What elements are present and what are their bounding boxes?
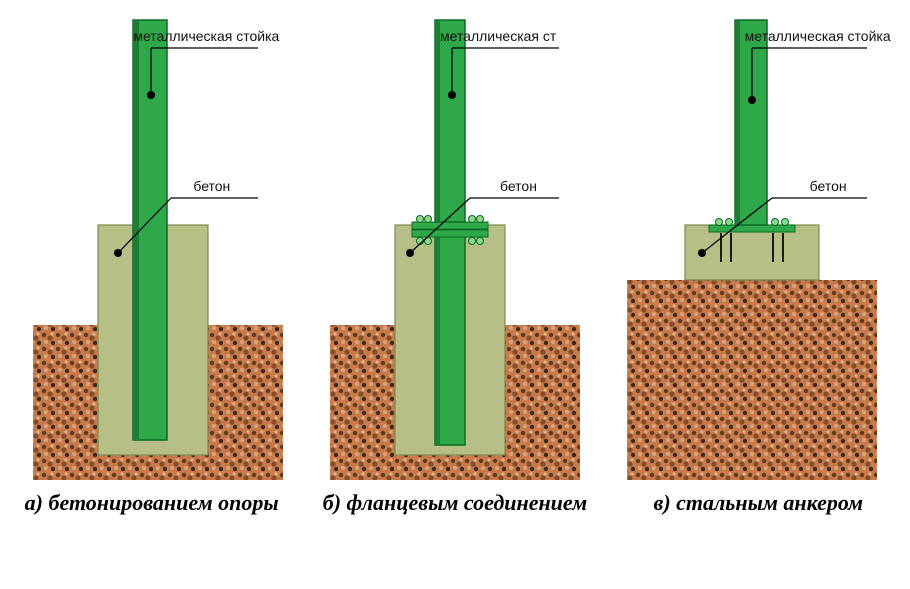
post-c-side [735,20,740,225]
panel-a-svg [13,10,303,490]
caption-b: б) фланцевым соединением [310,490,600,516]
post-b-lower-side [435,235,440,445]
label-concrete-c: бетон [810,178,847,194]
label-post-a: металлическая стойка [133,28,279,44]
label-post-b: металлическая ст [440,28,556,44]
flange-b-top [412,222,488,229]
label-concrete-b: бетон [500,178,537,194]
flange-b-bottom [412,230,488,237]
panel-a: металлическая стойка бетон [13,10,303,490]
diagram-row: металлическая стойка бетон [0,0,910,490]
label-concrete-a: бетон [193,178,230,194]
post-a-side [133,20,139,440]
ground-c [627,280,877,480]
panel-b-svg [310,10,600,490]
flange-c [709,225,795,232]
captions-row: а) бетонированием опоры б) фланцевым сое… [0,490,910,516]
caption-a: а) бетонированием опоры [7,490,297,516]
panel-c-svg [607,10,897,490]
caption-c: в) стальным анкером [613,490,903,516]
label-post-c: металлическая стойка [745,28,891,44]
post-b-upper-side [435,20,440,222]
panel-c: металлическая стойка бетон [607,10,897,490]
panel-b: металлическая ст бетон [310,10,600,490]
